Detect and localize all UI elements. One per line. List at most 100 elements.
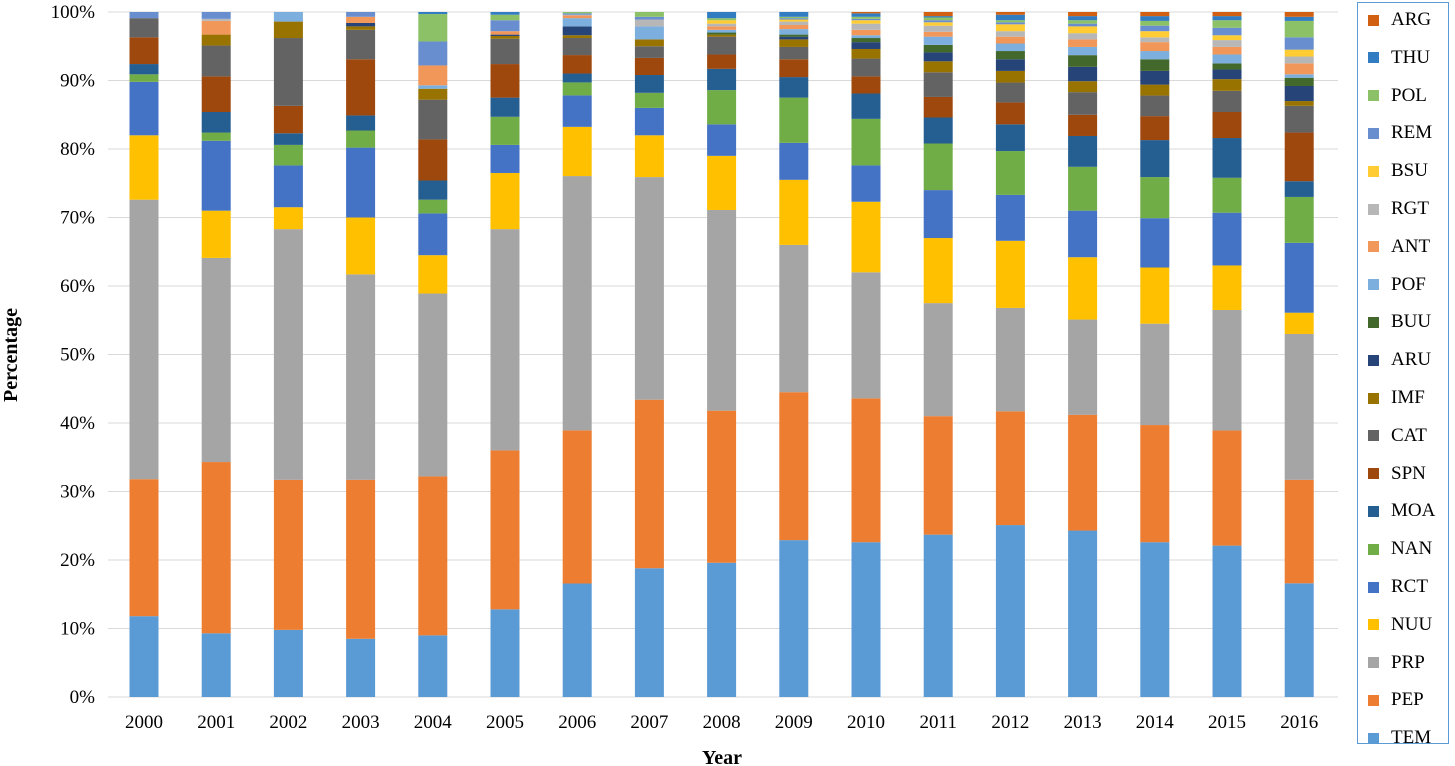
bar-segment-CAT-2012 [995, 82, 1025, 103]
bar-segment-MOA-2010 [851, 93, 881, 119]
bar-segment-ARG-2011 [923, 12, 953, 17]
bar-segment-IMF-2011 [923, 61, 953, 73]
bar-segment-RCT-2008 [707, 124, 737, 156]
bar-segment-THU-2005 [490, 12, 520, 15]
bar-segment-POL-2016 [1284, 20, 1314, 38]
bar-segment-NAN-2009 [779, 97, 809, 143]
bar-segment-SPN-2001 [201, 76, 231, 113]
x-tick-label: 2002 [269, 712, 307, 733]
bar-segment-ARG-2012 [995, 12, 1025, 15]
bar-segment-ARU-2011 [923, 52, 953, 62]
legend-swatch [1368, 505, 1379, 517]
bar-segment-PRP-2009 [779, 244, 809, 393]
x-tick-label: 2016 [1280, 712, 1318, 733]
bar-segment-RCT-2016 [1284, 242, 1314, 313]
x-tick-label: 2003 [342, 712, 380, 733]
bar-segment-RGT-2014 [1140, 37, 1170, 43]
legend-swatch [1368, 694, 1379, 706]
bar-segment-ARU-2016 [1284, 85, 1314, 102]
bar-segment-ARU-2009 [779, 36, 809, 40]
bar-segment-ARG-2010 [851, 12, 881, 14]
bar-segment-POF-2010 [851, 35, 881, 39]
bar-segment-REM-2016 [1284, 37, 1314, 50]
legend-swatch [1368, 732, 1379, 744]
bar-segment-ANT-2009 [779, 25, 809, 30]
bar-segment-BSU-2011 [923, 22, 953, 26]
bar-segment-SPN-2002 [273, 105, 303, 134]
bar-segment-TEM-2014 [1140, 542, 1170, 697]
bar-segment-RCT-2006 [562, 95, 592, 127]
bar-segment-SPN-2008 [707, 54, 737, 69]
bar-segment-RGT-2007 [634, 19, 664, 27]
bar-segment-BUU-2013 [1068, 55, 1098, 67]
legend-swatch [1368, 279, 1379, 291]
legend-item-RCT: RCT [1368, 576, 1428, 598]
legend-item-IMF: IMF [1368, 387, 1425, 409]
legend-swatch [1368, 203, 1379, 215]
bar-segment-TEM-2004 [418, 635, 448, 697]
bar-segment-PEP-2004 [418, 476, 448, 636]
bar-segment-ANT-2003 [346, 16, 376, 23]
x-tick-label: 2015 [1208, 712, 1246, 733]
bar-segment-NUU-2007 [634, 135, 664, 178]
bar-segment-TEM-2002 [273, 629, 303, 697]
bar-segment-NAN-2004 [418, 199, 448, 214]
bar-segment-RGT-2016 [1284, 56, 1314, 64]
bar-segment-PEP-2000 [129, 479, 159, 617]
bar-segment-PRP-2001 [201, 257, 231, 463]
legend-label: BUU [1391, 311, 1432, 333]
bar-segment-PEP-2011 [923, 416, 953, 535]
bar-segment-RCT-2012 [995, 194, 1025, 241]
legend-swatch [1368, 581, 1379, 593]
bar-segment-NAN-2007 [634, 92, 664, 108]
bar-segment-CAT-2000 [129, 18, 159, 38]
bar-segment-NAN-2015 [1212, 177, 1242, 213]
bar-segment-NUU-2010 [851, 201, 881, 273]
x-tick-label: 2014 [1136, 712, 1175, 733]
bar-segment-REM-2004 [418, 41, 448, 66]
bar-segment-CAT-2008 [707, 36, 737, 55]
bar-segment-NAN-2005 [490, 116, 520, 145]
bar-segment-POL-2010 [851, 16, 881, 19]
bar-segment-POF-2002 [273, 12, 303, 22]
bar-segment-ANT-2004 [418, 65, 448, 86]
bar-segment-RCT-2010 [851, 165, 881, 202]
bar-segment-SPN-2000 [129, 37, 159, 65]
bar-segment-PRP-2015 [1212, 309, 1242, 431]
legend-swatch [1368, 392, 1379, 404]
bar-segment-CAT-2005 [490, 38, 520, 65]
bar-segment-NAN-2008 [707, 90, 737, 125]
bar-segment-REM-2014 [1140, 25, 1170, 32]
legend-label: POL [1391, 84, 1427, 106]
bar-segment-RCT-2007 [634, 107, 664, 136]
bar-segment-RCT-2014 [1140, 218, 1170, 268]
y-tick-label: 40% [60, 413, 95, 434]
bar-segment-TEM-2015 [1212, 545, 1242, 697]
bar-segment-NUU-2015 [1212, 265, 1242, 310]
legend-label: PEP [1391, 689, 1424, 711]
bar-segment-BUU-2016 [1284, 77, 1314, 86]
legend-swatch [1368, 543, 1379, 555]
bar-segment-MOA-2014 [1140, 140, 1170, 178]
bar-segment-MOA-2001 [201, 112, 231, 133]
bar-segment-ANT-2001 [201, 20, 231, 35]
bar-segment-POL-2014 [1140, 20, 1170, 26]
bar-segment-SPN-2015 [1212, 112, 1242, 139]
bar-segment-TEM-2016 [1284, 583, 1314, 697]
bar-segment-TEM-2001 [201, 633, 231, 697]
bar-segment-TEM-2009 [779, 540, 809, 697]
bar-segment-REM-2013 [1068, 23, 1098, 27]
bar-segment-NUU-2006 [562, 126, 592, 177]
bar-segment-ANT-2008 [707, 26, 737, 30]
bar-segment-SPN-2010 [851, 76, 881, 94]
bar-segment-THU-2011 [923, 16, 953, 18]
bar-segment-PEP-2008 [707, 410, 737, 563]
y-tick-label: 0% [70, 687, 96, 708]
bar-segment-THU-2014 [1140, 16, 1170, 21]
bar-segment-NUU-2004 [418, 255, 448, 294]
bar-segment-CAT-2007 [634, 46, 664, 58]
bar-segment-IMF-2004 [418, 88, 448, 100]
bar-segment-NUU-2005 [490, 172, 520, 230]
bar-segment-BUU-2009 [779, 34, 809, 37]
legend-swatch [1368, 52, 1379, 64]
